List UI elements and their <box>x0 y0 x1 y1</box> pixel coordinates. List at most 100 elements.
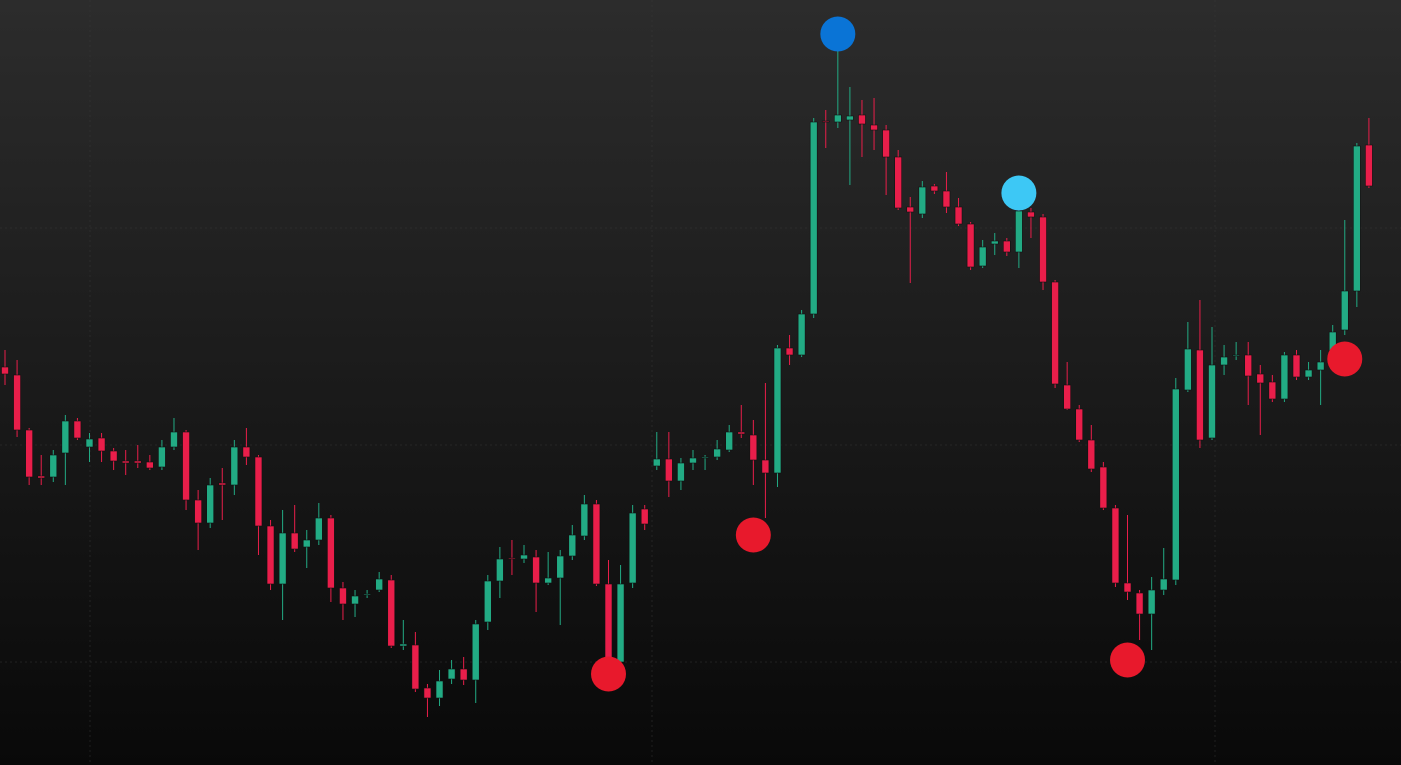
candle-body <box>121 460 130 464</box>
signal-marker <box>1001 175 1037 211</box>
candle-body <box>1027 211 1035 218</box>
candle-body <box>37 475 46 479</box>
candle-body <box>411 644 420 690</box>
candle-body <box>930 185 939 192</box>
candle-body <box>1208 364 1216 439</box>
candle-body <box>73 420 82 439</box>
candle-body <box>278 532 287 585</box>
candle-body <box>290 532 299 550</box>
candle-body <box>701 456 709 459</box>
candle-body <box>13 374 21 431</box>
candle-body <box>375 578 383 591</box>
candle-body <box>990 240 999 245</box>
candle-body <box>846 115 854 121</box>
candle-body <box>1256 373 1265 384</box>
candle-body <box>1340 290 1349 331</box>
candle-body <box>1075 408 1084 441</box>
candle-body <box>459 668 468 681</box>
candle-body <box>1063 384 1071 410</box>
candle-body <box>809 121 818 315</box>
candle-body <box>1292 354 1301 378</box>
candle-body <box>966 223 975 268</box>
candle-body <box>1111 507 1120 584</box>
candle-body <box>85 438 94 448</box>
candle-body <box>266 525 275 585</box>
candle-body <box>906 206 915 213</box>
candle-body <box>483 580 492 623</box>
candle-body <box>544 577 552 584</box>
candle-body <box>821 120 830 123</box>
candle-body <box>785 347 794 356</box>
candle-body <box>749 434 758 461</box>
candle-body <box>737 431 746 435</box>
candle-body <box>133 460 142 464</box>
candle-body <box>182 431 190 501</box>
candle-body <box>508 557 516 560</box>
signal-marker <box>820 16 856 52</box>
candle-body <box>146 461 154 469</box>
candle-body <box>1220 356 1228 366</box>
candle-body <box>532 556 540 584</box>
candle-body <box>1135 592 1144 615</box>
candle-body <box>496 558 504 582</box>
candle-body <box>61 420 70 454</box>
plot-area <box>1 16 1373 717</box>
candle-body <box>242 446 251 458</box>
candle-body <box>1003 240 1011 253</box>
candle-body <box>556 555 565 579</box>
candle-body <box>677 462 685 482</box>
candle-body <box>170 431 178 448</box>
candle-body <box>230 446 239 486</box>
signal-marker <box>591 656 626 692</box>
candle-body <box>1099 466 1108 509</box>
candle-body <box>1159 578 1168 591</box>
candle-body <box>387 579 396 647</box>
candle-body <box>158 446 166 468</box>
candle-body <box>423 687 432 699</box>
candle-body <box>870 124 878 131</box>
candle-body <box>797 313 806 356</box>
candle-body <box>568 534 577 557</box>
candle-body <box>978 246 987 267</box>
candle-body <box>942 190 951 208</box>
candle-body <box>315 517 323 541</box>
candle-body <box>1353 145 1361 292</box>
candle-body <box>218 482 227 486</box>
candle-body <box>834 114 842 123</box>
candle-body <box>1039 216 1047 283</box>
candle-body <box>471 623 480 681</box>
candle-body <box>49 454 58 478</box>
candle-body <box>592 503 601 585</box>
candle-body <box>1196 349 1204 441</box>
candle-body <box>858 114 866 125</box>
candle-body <box>894 156 902 209</box>
candle-body <box>302 539 311 548</box>
candle-body <box>628 512 637 584</box>
candle-body <box>1280 354 1289 400</box>
candle-body <box>339 587 347 605</box>
candle-body <box>725 431 734 451</box>
candle-body <box>435 680 444 699</box>
candle-body <box>97 437 106 452</box>
candle-body <box>109 450 118 462</box>
candle-body <box>1051 281 1059 385</box>
candle-body <box>665 458 673 482</box>
candle-body <box>1316 361 1325 371</box>
candle-body <box>1087 439 1096 470</box>
candle-body <box>604 583 613 663</box>
candle-body <box>1123 582 1132 593</box>
candle-body <box>1268 381 1277 400</box>
candle-body <box>254 456 263 527</box>
signal-marker <box>1327 341 1363 377</box>
candle-body <box>652 458 661 467</box>
candle-body <box>761 459 770 474</box>
signal-marker <box>1110 642 1146 678</box>
candle-body <box>1244 354 1253 377</box>
candle-body <box>713 448 721 458</box>
candle-body <box>351 595 359 605</box>
candle-body <box>1304 369 1313 378</box>
candle-body <box>1015 210 1023 253</box>
candle-body <box>1147 589 1156 615</box>
